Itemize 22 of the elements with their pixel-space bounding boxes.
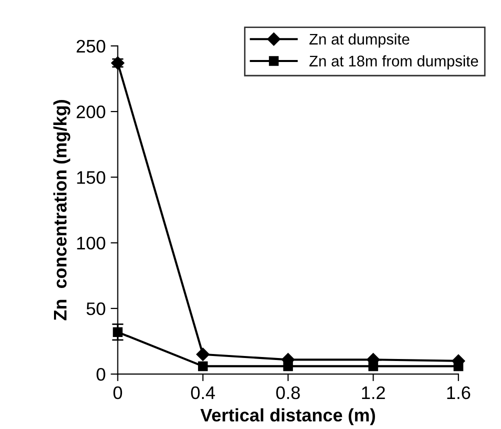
y-tick-label: 150 [77,171,106,184]
y-tick-label: 0 [96,368,106,381]
y-tick-label: 100 [77,236,106,250]
legend-label: Zn at 18m from dumpsite [309,55,478,70]
point [454,361,464,372]
point [198,361,208,372]
point [112,327,123,337]
x-tick-label: 0 [113,386,122,400]
point [196,348,210,361]
x-tick-label: 0.8 [276,386,300,400]
point [283,361,293,372]
y-tick-label: 250 [76,40,106,53]
y-axis-title: Zn concentration (mg/kg) [53,100,70,320]
legend-label: Zn at dumpsite [309,33,410,48]
x-tick-label: 1.2 [362,386,385,399]
y-tick-label: 50 [86,302,106,316]
point [368,361,378,372]
x-tick-label: 1.6 [447,386,470,400]
y-tick-label: 200 [76,105,106,118]
x-axis-title: Vertical distance (m) [200,408,375,426]
point [111,56,124,70]
x-tick-label: 0.4 [191,386,215,400]
